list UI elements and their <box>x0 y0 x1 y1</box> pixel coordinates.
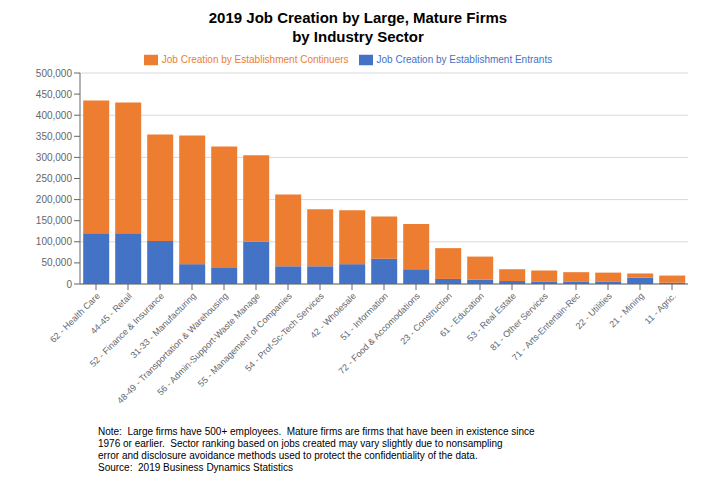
html-text:by Industry Sector: by Industry Sector <box>292 28 424 45</box>
svg-text:31-33 - Manufacturing: 31-33 - Manufacturing <box>128 290 198 361</box>
svg-text:71 - Arts-Entertain-Rec: 71 - Arts-Entertain-Rec <box>510 291 582 363</box>
html-text:Note: Large firms have 500+ em: Note: Large firms have 500+ employees. M… <box>98 426 535 473</box>
svg-text:22 - Utilities: 22 - Utilities <box>574 291 615 332</box>
svg-text:250,000: 250,000 <box>36 173 73 184</box>
svg-text:56 - Admin-Support-Waste Manag: 56 - Admin-Support-Waste Manage <box>155 290 262 398</box>
svg-text:81 - Other Services: 81 - Other Services <box>488 291 550 353</box>
svg-text:23 - Construction: 23 - Construction <box>398 290 454 347</box>
svg-text:150,000: 150,000 <box>36 215 73 226</box>
svg-text:51 - Information: 51 - Information <box>338 290 390 343</box>
html-text:Job Creation by Establishment: Job Creation by Establishment Continuers <box>161 53 349 65</box>
svg-text:500,000: 500,000 <box>36 68 73 79</box>
svg-text:48-49 - Transportation & Wareh: 48-49 - Transportation & Warehousing <box>115 291 230 406</box>
svg-text:52 - Finance & Insurance: 52 - Finance & Insurance <box>87 290 166 369</box>
svg-text:44-45 - Retail: 44-45 - Retail <box>88 290 134 337</box>
svg-text:53 - Real Estate: 53 - Real Estate <box>465 290 518 344</box>
svg-text:400,000: 400,000 <box>36 110 73 121</box>
svg-text:72 - Food & Accomodations: 72 - Food & Accomodations <box>336 290 422 377</box>
svg-text:50,000: 50,000 <box>41 257 72 268</box>
html-text:2019 Job Creation by Large, Ma: 2019 Job Creation by Large, Mature Firms <box>208 9 508 26</box>
svg-text:55 - Management of Companies: 55 - Management of Companies <box>195 290 294 389</box>
svg-text:11 - Agric.: 11 - Agric. <box>643 291 678 326</box>
svg-text:100,000: 100,000 <box>36 236 73 247</box>
svg-text:62 - Health Care: 62 - Health Care <box>48 291 102 345</box>
svg-text:54 - Prof-Sc-Tech Services: 54 - Prof-Sc-Tech Services <box>243 290 326 374</box>
html-text:Job Creation by Establishment: Job Creation by Establishment Entrants <box>376 53 553 65</box>
svg-text:200,000: 200,000 <box>36 194 73 205</box>
svg-text:61 - Education: 61 - Education <box>437 290 486 339</box>
svg-text:21 - Mining: 21 - Mining <box>607 291 646 330</box>
svg-text:300,000: 300,000 <box>36 152 73 163</box>
svg-text:42 - Wholesale: 42 - Wholesale <box>308 290 358 341</box>
svg-text:350,000: 350,000 <box>36 131 73 142</box>
svg-text:450,000: 450,000 <box>36 89 73 100</box>
svg-text:0: 0 <box>66 279 72 290</box>
